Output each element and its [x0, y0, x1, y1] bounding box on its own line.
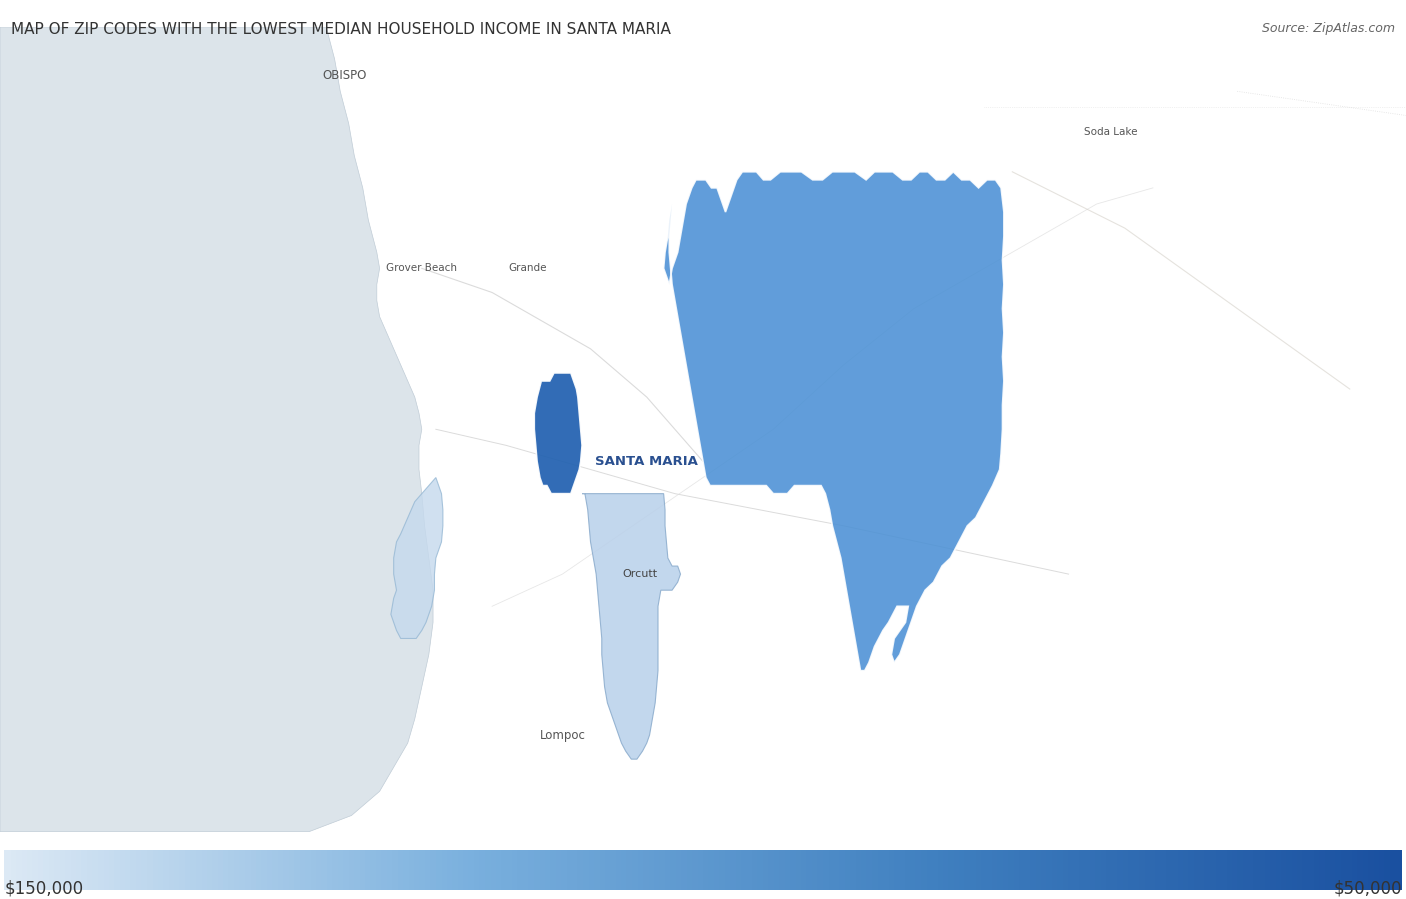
Text: Lompoc: Lompoc: [540, 728, 585, 742]
Text: Grande: Grande: [508, 263, 547, 273]
Text: OBISPO: OBISPO: [322, 68, 367, 82]
Polygon shape: [0, 27, 433, 832]
Polygon shape: [582, 494, 681, 759]
Polygon shape: [534, 373, 582, 494]
Text: Grover Beach: Grover Beach: [387, 263, 457, 273]
Text: Source: ZipAtlas.com: Source: ZipAtlas.com: [1261, 22, 1395, 35]
Text: Orcutt: Orcutt: [623, 569, 657, 579]
Text: SANTA MARIA: SANTA MARIA: [595, 455, 699, 468]
Polygon shape: [391, 477, 443, 638]
Text: Soda Lake: Soda Lake: [1084, 127, 1137, 137]
Polygon shape: [664, 172, 1004, 671]
Text: MAP OF ZIP CODES WITH THE LOWEST MEDIAN HOUSEHOLD INCOME IN SANTA MARIA: MAP OF ZIP CODES WITH THE LOWEST MEDIAN …: [11, 22, 671, 38]
Text: $50,000: $50,000: [1333, 879, 1402, 897]
Text: $150,000: $150,000: [4, 879, 83, 897]
